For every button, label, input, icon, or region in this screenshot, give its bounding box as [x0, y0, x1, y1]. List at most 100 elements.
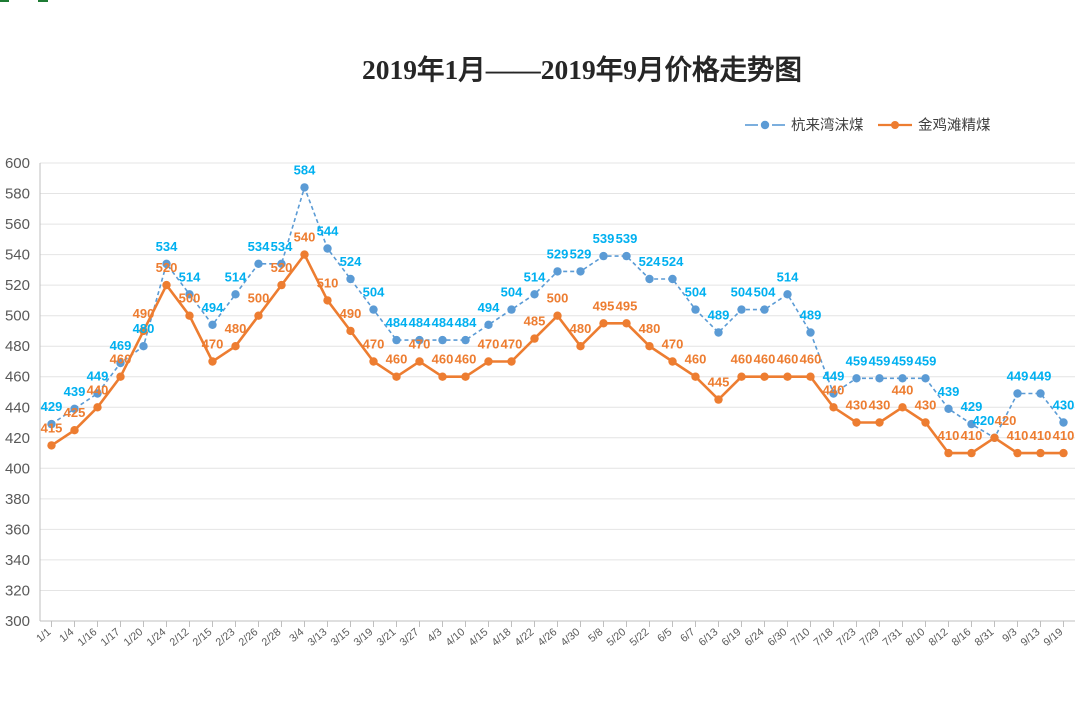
svg-text:460: 460 [432, 352, 454, 367]
svg-text:524: 524 [662, 254, 684, 269]
svg-text:534: 534 [156, 239, 178, 254]
svg-text:490: 490 [340, 306, 362, 321]
svg-text:439: 439 [938, 384, 960, 399]
svg-text:504: 504 [501, 285, 523, 300]
svg-text:560: 560 [5, 216, 30, 233]
svg-text:445: 445 [708, 375, 730, 390]
svg-text:504: 504 [363, 285, 385, 300]
svg-text:540: 540 [5, 247, 30, 264]
svg-text:500: 500 [5, 308, 30, 325]
svg-text:504: 504 [754, 285, 776, 300]
svg-text:534: 534 [248, 239, 270, 254]
svg-text:540: 540 [294, 230, 316, 245]
svg-text:494: 494 [478, 300, 500, 315]
svg-text:494: 494 [202, 300, 224, 315]
svg-text:484: 484 [432, 315, 454, 330]
svg-text:485: 485 [524, 314, 546, 329]
svg-text:504: 504 [731, 285, 753, 300]
svg-text:410: 410 [961, 428, 983, 443]
svg-text:514: 514 [777, 269, 799, 284]
svg-text:514: 514 [179, 269, 201, 284]
svg-text:440: 440 [823, 382, 845, 397]
svg-text:460: 460 [754, 352, 776, 367]
svg-text:539: 539 [593, 231, 615, 246]
svg-text:514: 514 [225, 269, 247, 284]
svg-text:320: 320 [5, 583, 30, 600]
svg-text:484: 484 [409, 315, 431, 330]
svg-text:440: 440 [892, 382, 914, 397]
svg-text:410: 410 [938, 428, 960, 443]
svg-text:480: 480 [133, 321, 155, 336]
svg-text:500: 500 [547, 291, 569, 306]
svg-text:430: 430 [915, 398, 937, 413]
svg-text:460: 460 [5, 369, 30, 386]
svg-text:415: 415 [41, 420, 63, 435]
svg-text:300: 300 [5, 613, 30, 630]
svg-text:420: 420 [995, 413, 1017, 428]
svg-text:420: 420 [5, 430, 30, 447]
svg-text:430: 430 [869, 398, 891, 413]
svg-text:534: 534 [271, 239, 293, 254]
svg-text:470: 470 [478, 337, 500, 352]
svg-text:480: 480 [5, 338, 30, 355]
svg-text:460: 460 [800, 352, 822, 367]
svg-text:459: 459 [846, 353, 868, 368]
svg-text:430: 430 [846, 398, 868, 413]
svg-text:490: 490 [133, 306, 155, 321]
svg-text:520: 520 [271, 260, 293, 275]
svg-text:484: 484 [455, 315, 477, 330]
svg-text:470: 470 [662, 337, 684, 352]
svg-text:524: 524 [340, 254, 362, 269]
svg-text:410: 410 [1030, 428, 1052, 443]
svg-text:584: 584 [294, 162, 316, 177]
svg-text:400: 400 [5, 460, 30, 477]
svg-text:459: 459 [892, 353, 914, 368]
svg-text:449: 449 [87, 369, 109, 384]
svg-text:495: 495 [616, 298, 638, 313]
svg-text:480: 480 [570, 321, 592, 336]
svg-text:480: 480 [225, 321, 247, 336]
svg-text:460: 460 [386, 352, 408, 367]
svg-text:439: 439 [64, 384, 86, 399]
svg-text:495: 495 [593, 298, 615, 313]
svg-text:544: 544 [317, 224, 339, 239]
svg-text:410: 410 [1007, 428, 1029, 443]
svg-text:340: 340 [5, 552, 30, 569]
svg-text:470: 470 [363, 337, 385, 352]
svg-text:420: 420 [973, 413, 995, 428]
svg-text:460: 460 [110, 352, 132, 367]
svg-text:504: 504 [685, 285, 707, 300]
svg-text:500: 500 [179, 291, 201, 306]
svg-text:489: 489 [800, 308, 822, 323]
svg-text:460: 460 [685, 352, 707, 367]
svg-text:484: 484 [386, 315, 408, 330]
svg-text:380: 380 [5, 491, 30, 508]
svg-text:360: 360 [5, 521, 30, 538]
svg-text:529: 529 [570, 246, 592, 261]
svg-text:514: 514 [524, 269, 546, 284]
svg-text:440: 440 [5, 399, 30, 416]
svg-text:449: 449 [1007, 369, 1029, 384]
svg-text:539: 539 [616, 231, 638, 246]
svg-text:429: 429 [41, 399, 63, 414]
svg-text:425: 425 [64, 405, 86, 420]
svg-text:524: 524 [639, 254, 661, 269]
svg-text:410: 410 [1053, 428, 1075, 443]
svg-text:580: 580 [5, 186, 30, 203]
svg-text:449: 449 [1030, 369, 1052, 384]
svg-text:470: 470 [202, 337, 224, 352]
svg-text:449: 449 [823, 369, 845, 384]
svg-text:459: 459 [915, 353, 937, 368]
svg-text:460: 460 [777, 352, 799, 367]
svg-text:500: 500 [248, 291, 270, 306]
svg-text:470: 470 [409, 337, 431, 352]
svg-text:460: 460 [731, 352, 753, 367]
svg-text:520: 520 [156, 260, 178, 275]
svg-text:430: 430 [1053, 398, 1075, 413]
svg-text:529: 529 [547, 246, 569, 261]
svg-text:600: 600 [5, 155, 30, 172]
svg-text:460: 460 [455, 352, 477, 367]
svg-text:480: 480 [639, 321, 661, 336]
svg-text:489: 489 [708, 308, 730, 323]
svg-text:470: 470 [501, 337, 523, 352]
